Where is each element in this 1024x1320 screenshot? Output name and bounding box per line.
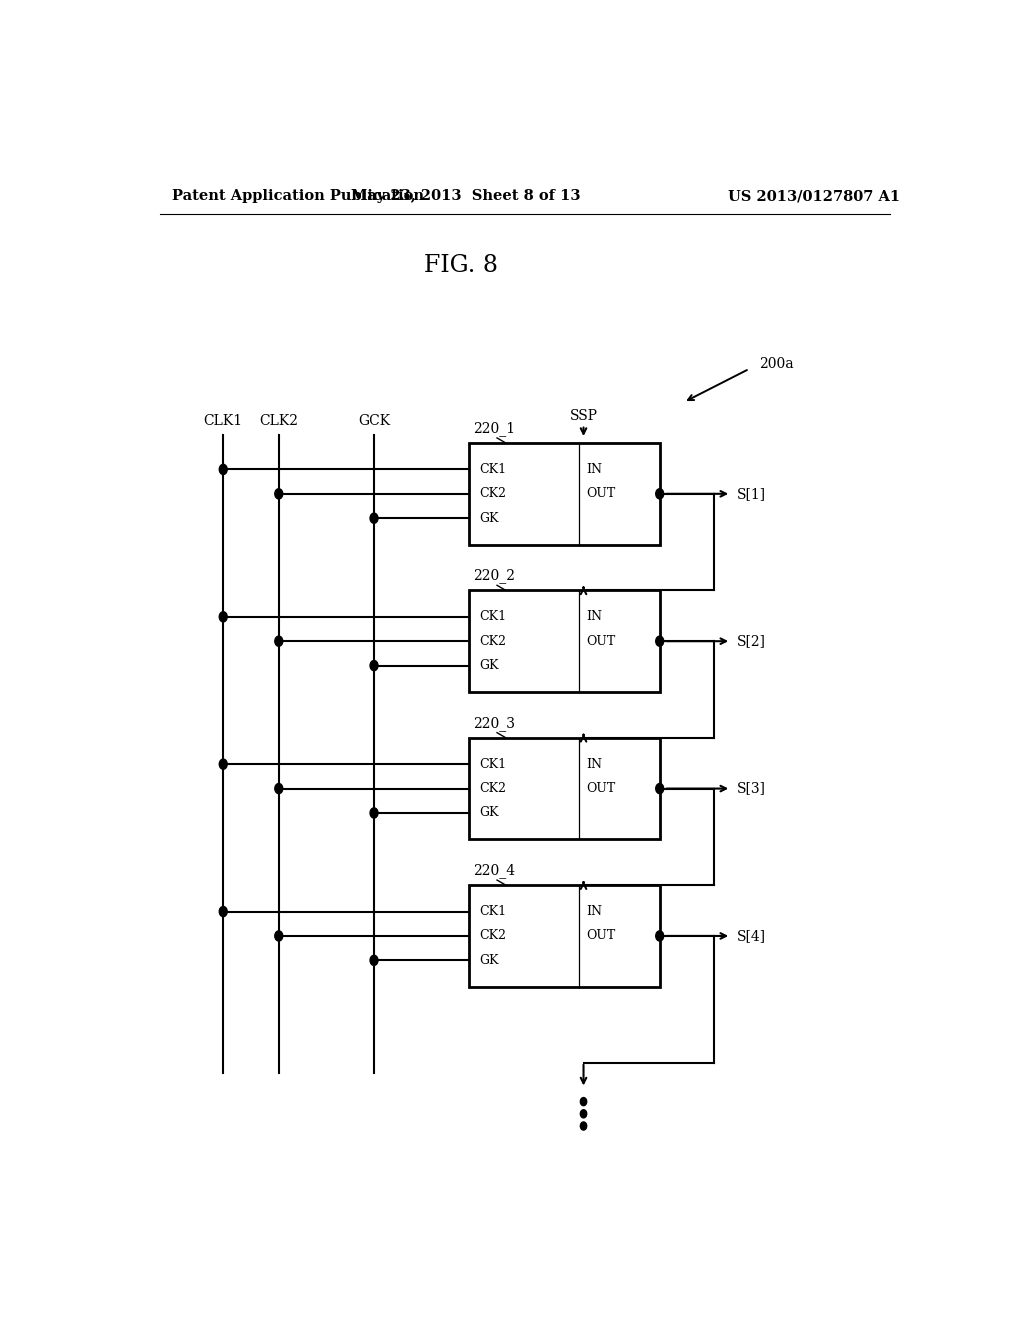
Text: CK1: CK1 bbox=[479, 610, 507, 623]
Circle shape bbox=[219, 465, 227, 474]
Text: OUT: OUT bbox=[587, 635, 616, 648]
Text: CK1: CK1 bbox=[479, 906, 507, 917]
Text: May 23, 2013  Sheet 8 of 13: May 23, 2013 Sheet 8 of 13 bbox=[350, 189, 580, 203]
Circle shape bbox=[581, 1122, 587, 1130]
Circle shape bbox=[370, 956, 378, 965]
Text: CK1: CK1 bbox=[479, 463, 507, 477]
Text: CK2: CK2 bbox=[479, 487, 507, 500]
Text: GK: GK bbox=[479, 954, 499, 966]
Text: S[3]: S[3] bbox=[736, 781, 766, 796]
Text: 220_2: 220_2 bbox=[473, 569, 515, 583]
Bar bbox=[469, 590, 659, 692]
Text: 220_4: 220_4 bbox=[473, 863, 515, 878]
Circle shape bbox=[655, 931, 664, 941]
Bar bbox=[469, 444, 659, 545]
Text: CK2: CK2 bbox=[479, 929, 507, 942]
Circle shape bbox=[370, 808, 378, 818]
Circle shape bbox=[274, 931, 283, 941]
Text: IN: IN bbox=[587, 758, 603, 771]
Circle shape bbox=[655, 784, 664, 793]
Circle shape bbox=[655, 636, 664, 647]
Circle shape bbox=[274, 784, 283, 793]
Text: CLK1: CLK1 bbox=[204, 413, 243, 428]
Circle shape bbox=[581, 1110, 587, 1118]
Text: GCK: GCK bbox=[358, 413, 390, 428]
Text: 220_1: 220_1 bbox=[473, 421, 515, 436]
Bar bbox=[469, 886, 659, 987]
Text: CK1: CK1 bbox=[479, 758, 507, 771]
Text: CLK2: CLK2 bbox=[259, 413, 298, 428]
Circle shape bbox=[655, 488, 664, 499]
Text: FIG. 8: FIG. 8 bbox=[424, 253, 499, 277]
Text: OUT: OUT bbox=[587, 781, 616, 795]
Circle shape bbox=[274, 488, 283, 499]
Circle shape bbox=[219, 611, 227, 622]
Text: Patent Application Publication: Patent Application Publication bbox=[172, 189, 424, 203]
Text: S[4]: S[4] bbox=[736, 929, 766, 942]
Text: OUT: OUT bbox=[587, 487, 616, 500]
Circle shape bbox=[581, 1097, 587, 1106]
Text: CK2: CK2 bbox=[479, 781, 507, 795]
Bar bbox=[469, 738, 659, 840]
Text: CK2: CK2 bbox=[479, 635, 507, 648]
Text: S[1]: S[1] bbox=[736, 487, 766, 500]
Text: IN: IN bbox=[587, 610, 603, 623]
Text: IN: IN bbox=[587, 906, 603, 917]
Circle shape bbox=[219, 759, 227, 770]
Circle shape bbox=[219, 907, 227, 916]
Text: GK: GK bbox=[479, 512, 499, 525]
Text: OUT: OUT bbox=[587, 929, 616, 942]
Circle shape bbox=[370, 513, 378, 523]
Text: SSP: SSP bbox=[569, 409, 598, 422]
Text: 200a: 200a bbox=[759, 356, 794, 371]
Text: GK: GK bbox=[479, 807, 499, 820]
Text: S[2]: S[2] bbox=[736, 634, 766, 648]
Text: US 2013/0127807 A1: US 2013/0127807 A1 bbox=[728, 189, 900, 203]
Circle shape bbox=[274, 636, 283, 647]
Text: GK: GK bbox=[479, 659, 499, 672]
Text: IN: IN bbox=[587, 463, 603, 477]
Circle shape bbox=[370, 660, 378, 671]
Text: 220_3: 220_3 bbox=[473, 715, 515, 731]
